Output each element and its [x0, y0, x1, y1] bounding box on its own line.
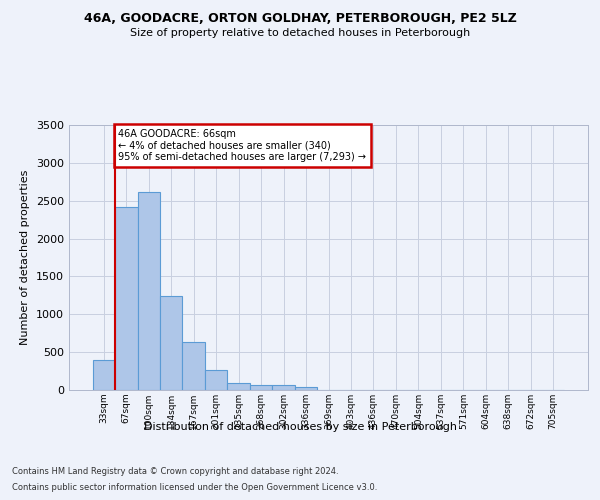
Bar — [182, 342, 205, 390]
Text: 46A, GOODACRE, ORTON GOLDHAY, PETERBOROUGH, PE2 5LZ: 46A, GOODACRE, ORTON GOLDHAY, PETERBOROU… — [83, 12, 517, 26]
Bar — [272, 386, 295, 390]
Bar — [227, 383, 250, 390]
Text: Distribution of detached houses by size in Peterborough: Distribution of detached houses by size … — [143, 422, 457, 432]
Text: Size of property relative to detached houses in Peterborough: Size of property relative to detached ho… — [130, 28, 470, 38]
Bar — [115, 207, 137, 390]
Bar — [295, 387, 317, 390]
Text: Contains public sector information licensed under the Open Government Licence v3: Contains public sector information licen… — [12, 484, 377, 492]
Bar — [160, 296, 182, 390]
Bar — [250, 386, 272, 390]
Text: 46A GOODACRE: 66sqm
← 4% of detached houses are smaller (340)
95% of semi-detach: 46A GOODACRE: 66sqm ← 4% of detached hou… — [118, 129, 367, 162]
Bar — [92, 360, 115, 390]
Bar — [137, 192, 160, 390]
Y-axis label: Number of detached properties: Number of detached properties — [20, 170, 31, 345]
Bar — [205, 370, 227, 390]
Text: Contains HM Land Registry data © Crown copyright and database right 2024.: Contains HM Land Registry data © Crown c… — [12, 468, 338, 476]
